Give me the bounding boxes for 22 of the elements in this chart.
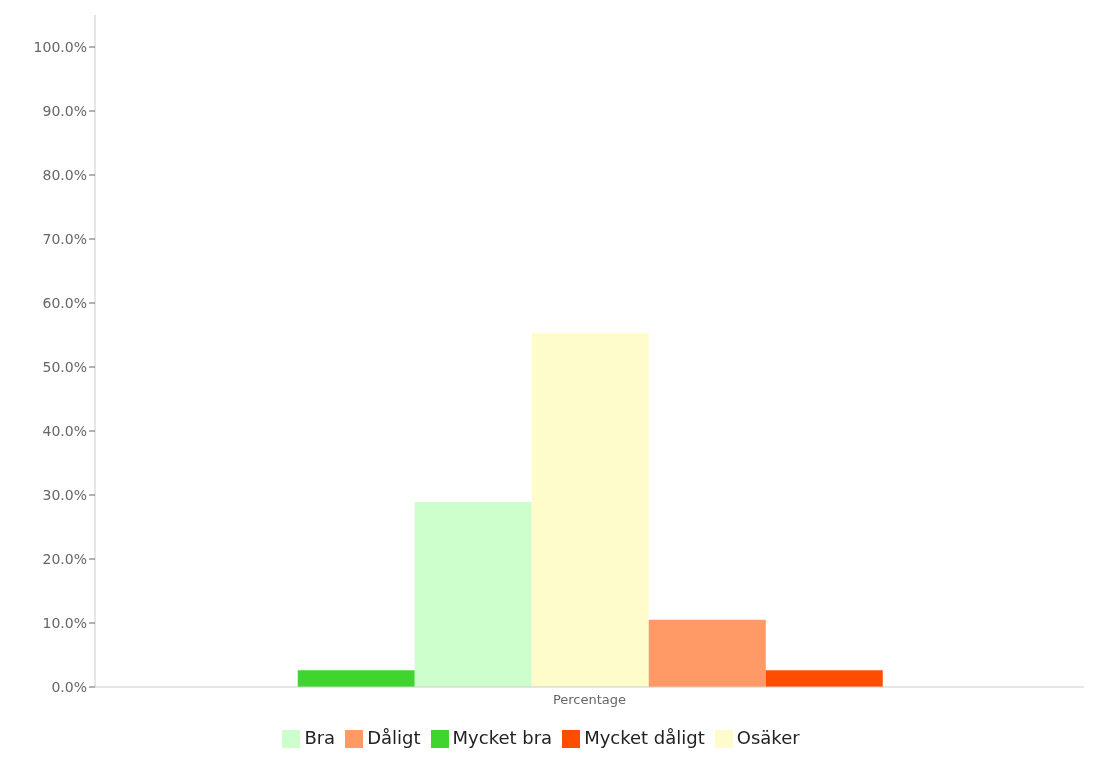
x-tick-label: Percentage bbox=[552, 692, 627, 708]
bar bbox=[648, 619, 766, 687]
y-tick-label: 90.0% bbox=[42, 102, 87, 119]
y-tick-label: 20.0% bbox=[42, 550, 87, 567]
bar bbox=[297, 670, 415, 687]
y-tick-label: 50.0% bbox=[42, 358, 87, 375]
legend-label: Osäker bbox=[736, 727, 800, 748]
legend-label: Dåligt bbox=[367, 727, 421, 748]
legend-label: Bra bbox=[304, 727, 336, 748]
legend-label: Mycket dåligt bbox=[584, 727, 705, 748]
legend-label: Mycket bra bbox=[452, 727, 553, 748]
y-tick-label: 80.0% bbox=[42, 166, 87, 183]
y-tick-label: 30.0% bbox=[42, 486, 87, 503]
bar bbox=[414, 502, 532, 687]
y-tick-label: 70.0% bbox=[42, 230, 87, 247]
y-tick-label: 100.0% bbox=[33, 38, 87, 55]
bar bbox=[531, 333, 649, 687]
y-tick-label: 10.0% bbox=[42, 614, 87, 631]
y-tick-label: 0.0% bbox=[51, 678, 87, 695]
y-tick-label: 40.0% bbox=[42, 422, 87, 439]
y-tick-label: 60.0% bbox=[42, 294, 87, 311]
bar bbox=[765, 670, 883, 687]
